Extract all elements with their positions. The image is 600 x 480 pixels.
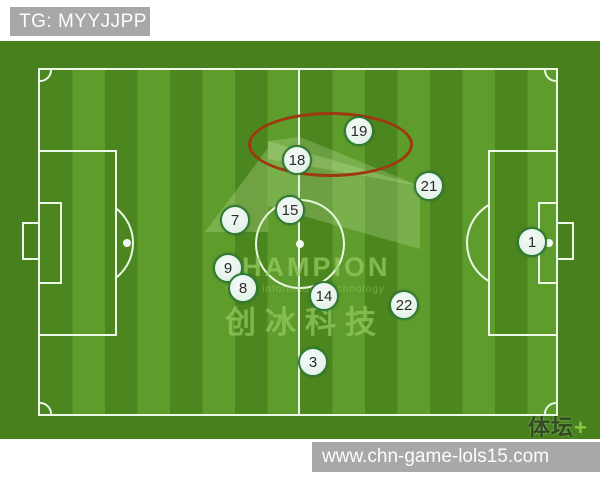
player-number: 19 — [350, 122, 368, 140]
corner-arc-top-left — [40, 70, 52, 82]
goal-left — [22, 222, 40, 260]
player-number: 18 — [288, 151, 306, 169]
top-bar: TG: MYYJJPP — [0, 0, 600, 41]
player-token: 19 — [344, 116, 374, 146]
champion-watermark-chinese: 创冰科技 — [225, 305, 385, 340]
penalty-spot-right — [545, 239, 553, 247]
player-token: 21 — [414, 171, 444, 201]
player-number: 21 — [420, 177, 438, 195]
player-token: 15 — [275, 195, 305, 225]
corner-arc-bottom-right — [544, 402, 556, 414]
player-number: 3 — [308, 353, 318, 371]
highlight-ellipse — [248, 112, 413, 177]
player-token: 8 — [228, 273, 258, 303]
plus-icon: + — [574, 415, 588, 440]
goal-right — [556, 222, 574, 260]
corner-arc-top-right — [544, 70, 556, 82]
player-number: 7 — [230, 211, 240, 229]
player-token: 1 — [517, 227, 547, 257]
bottom-bar: www.chn-game-lols15.com — [0, 439, 600, 480]
player-token: 3 — [298, 347, 328, 377]
telegram-label: TG: MYYJJPP — [10, 7, 150, 36]
player-number: 8 — [238, 279, 248, 297]
penalty-area-left — [40, 150, 117, 336]
player-number: 1 — [527, 233, 537, 251]
football-field: CHAMPION sports information technology 创… — [0, 41, 600, 440]
player-number: 22 — [395, 296, 413, 314]
player-token: 7 — [220, 205, 250, 235]
player-number: 14 — [315, 287, 333, 305]
corner-arc-bottom-left — [40, 402, 52, 414]
player-token: 14 — [309, 281, 339, 311]
goal-area-left — [40, 202, 62, 284]
penalty-spot-left — [123, 239, 131, 247]
center-spot — [296, 240, 304, 248]
player-number: 15 — [281, 201, 299, 219]
titan-sports-watermark: 体坛+ — [528, 415, 588, 440]
champion-watermark-subtitle: sports information technology — [225, 284, 385, 295]
player-number: 9 — [223, 259, 233, 277]
player-token: 22 — [389, 290, 419, 320]
player-token: 18 — [282, 145, 312, 175]
website-url-banner: www.chn-game-lols15.com — [312, 442, 600, 472]
penalty-area-right — [488, 150, 556, 336]
